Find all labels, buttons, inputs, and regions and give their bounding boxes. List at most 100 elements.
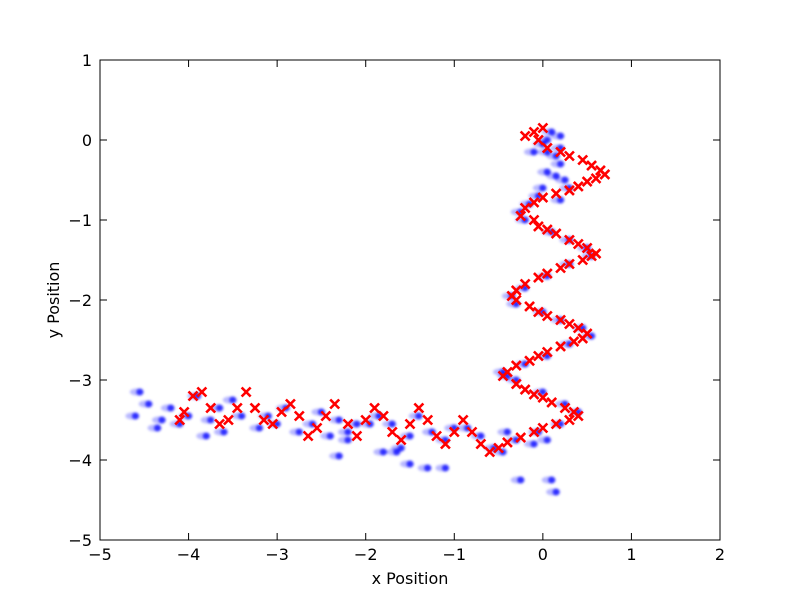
red-x-marker	[448, 426, 460, 438]
red-x-marker	[577, 332, 589, 344]
x-axis-label: x Position	[372, 569, 449, 588]
red-x-marker	[493, 442, 504, 454]
red-x-marker	[378, 410, 389, 422]
red-x-marker	[187, 390, 199, 402]
red-x-marker	[510, 378, 522, 390]
red-x-marker	[502, 436, 513, 448]
red-x-marker	[249, 402, 261, 414]
red-x-marker	[258, 414, 270, 426]
red-x-marker	[555, 314, 566, 326]
red-x-marker	[528, 426, 540, 438]
red-x-marker	[537, 392, 549, 404]
red-x-marker	[431, 430, 442, 442]
red-x-marker	[515, 210, 527, 222]
blue-point	[216, 404, 224, 412]
red-x-marker	[276, 406, 287, 418]
blue-point	[552, 488, 560, 496]
red-cross-series	[174, 122, 611, 458]
blue-point	[154, 424, 162, 432]
x-tick-label: 2	[715, 545, 725, 564]
blue-point	[517, 476, 525, 484]
red-x-marker	[475, 438, 487, 450]
red-x-marker	[528, 388, 540, 400]
red-x-marker	[564, 234, 575, 246]
blue-point	[131, 412, 139, 420]
blue-point	[335, 452, 343, 460]
red-x-marker	[240, 386, 252, 398]
y-axis-ticks: 1 0 −1 −2 −3 −4 −5	[68, 51, 720, 550]
red-x-marker	[537, 192, 549, 204]
blue-point	[539, 388, 547, 396]
blue-point	[136, 388, 144, 396]
blue-point	[441, 464, 449, 472]
y-tick-label: −1	[68, 211, 92, 230]
red-x-marker	[599, 168, 611, 180]
red-x-marker	[564, 318, 575, 330]
blue-point	[543, 436, 551, 444]
x-tick-label: −1	[442, 545, 466, 564]
blue-point	[202, 432, 210, 440]
blue-point	[561, 176, 569, 184]
red-x-marker	[484, 446, 496, 458]
blue-point	[295, 428, 303, 436]
red-x-marker	[293, 410, 305, 422]
red-x-marker	[497, 370, 509, 382]
red-x-marker	[422, 414, 434, 426]
red-x-marker	[572, 410, 584, 422]
blue-point	[255, 424, 263, 432]
red-x-marker	[586, 160, 597, 172]
red-x-marker	[537, 422, 549, 434]
red-x-marker	[196, 386, 208, 398]
red-x-marker	[541, 268, 553, 280]
x-tick-label: 0	[538, 545, 548, 564]
red-x-marker	[528, 126, 540, 138]
blue-point	[548, 476, 556, 484]
red-x-marker	[342, 418, 354, 430]
blue-point	[344, 436, 352, 444]
red-x-marker	[311, 422, 323, 434]
red-x-marker	[214, 418, 225, 430]
red-x-marker	[440, 438, 451, 450]
red-x-marker	[550, 188, 562, 200]
red-x-marker	[524, 355, 535, 367]
red-x-marker	[351, 430, 363, 442]
red-x-marker	[510, 360, 522, 372]
red-x-marker	[572, 322, 584, 334]
blue-point	[406, 460, 414, 468]
red-x-marker	[285, 398, 296, 410]
blue-point	[477, 432, 485, 440]
blue-point	[238, 412, 246, 420]
blue-point	[207, 416, 215, 424]
y-tick-label: −2	[68, 291, 92, 310]
x-axis-ticks: −5 −4 −3 −2 −1 0 1 2	[88, 60, 725, 564]
red-x-marker	[369, 402, 380, 414]
red-x-marker	[541, 142, 553, 154]
red-x-marker	[577, 254, 589, 266]
red-x-marker	[564, 184, 575, 196]
red-x-marker	[555, 262, 566, 274]
red-x-marker	[533, 306, 544, 318]
red-x-marker	[537, 122, 549, 134]
blue-point	[353, 420, 361, 428]
red-x-marker	[519, 130, 531, 142]
red-x-marker	[533, 272, 544, 284]
red-x-marker	[590, 172, 602, 184]
red-x-marker	[559, 402, 571, 414]
red-x-marker	[550, 228, 562, 240]
blue-point	[557, 132, 565, 140]
red-x-marker	[524, 300, 535, 312]
red-x-marker	[564, 414, 575, 426]
blue-point	[145, 400, 153, 408]
red-x-marker	[174, 414, 186, 426]
blue-point	[543, 136, 551, 144]
red-x-marker	[519, 278, 531, 290]
red-x-marker	[577, 154, 589, 166]
red-x-marker	[320, 410, 332, 422]
blue-point	[229, 396, 237, 404]
red-x-marker	[386, 426, 398, 438]
blue-point	[406, 432, 414, 440]
red-x-marker	[466, 426, 478, 438]
red-x-marker	[528, 214, 540, 226]
red-x-marker	[329, 398, 341, 410]
